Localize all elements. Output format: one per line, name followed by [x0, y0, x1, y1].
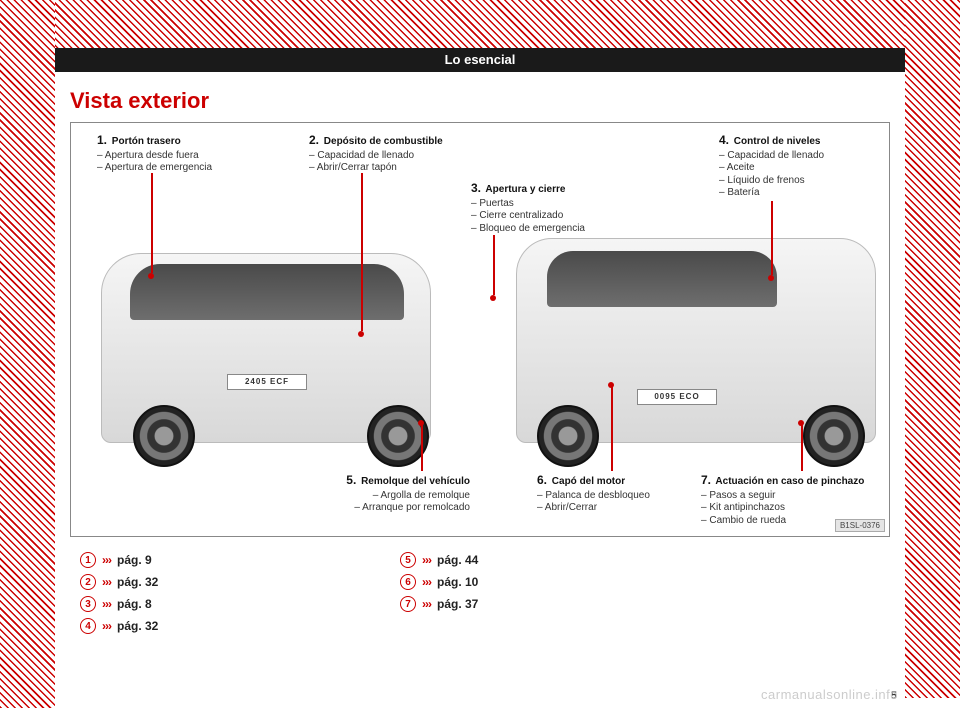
figure-exterior-view: 2405 ECF 0095 ECO 1. Portón traseroApert… — [70, 122, 890, 537]
chevron-icon: ››› — [102, 597, 111, 611]
hatch-left — [0, 0, 55, 708]
ref-text: pág. 8 — [117, 597, 152, 611]
page-ref-row: 7 ››› pág. 37 — [400, 596, 478, 612]
leader-line — [611, 385, 613, 471]
ref-text: pág. 44 — [437, 553, 478, 567]
wheel-icon — [803, 405, 865, 467]
leader-line — [421, 423, 423, 471]
leader-line — [493, 235, 495, 295]
ref-number: 5 — [400, 552, 416, 568]
windshield — [547, 251, 777, 307]
leader-line — [361, 173, 363, 331]
hatch-right — [905, 0, 960, 698]
rear-window — [130, 264, 404, 320]
page-refs-col2: 5 ››› pág. 44 6 ››› pág. 10 7 ››› pág. 37 — [400, 552, 478, 618]
ref-number: 7 — [400, 596, 416, 612]
chevron-icon: ››› — [422, 575, 431, 589]
leader-line — [151, 173, 153, 273]
rear-plate: 2405 ECF — [227, 374, 307, 390]
chevron-icon: ››› — [422, 553, 431, 567]
leader-line — [801, 423, 803, 471]
page-refs-col1: 1 ››› pág. 9 2 ››› pág. 32 3 ››› pág. 8 4 ››› pág. … — [80, 552, 158, 640]
ref-number: 1 — [80, 552, 96, 568]
leader-dot — [608, 382, 614, 388]
section-title: Vista exterior — [70, 88, 209, 114]
callout-3: 3. Apertura y cierrePuertasCierre centra… — [471, 181, 585, 235]
chevron-icon: ››› — [102, 553, 111, 567]
ref-text: pág. 32 — [117, 575, 158, 589]
hatch-top — [0, 0, 960, 48]
callout-4: 4. Control de nivelesCapacidad de llenad… — [719, 133, 824, 200]
page-ref-row: 4 ››› pág. 32 — [80, 618, 158, 634]
ref-text: pág. 37 — [437, 597, 478, 611]
page-ref-row: 6 ››› pág. 10 — [400, 574, 478, 590]
chevron-icon: ››› — [422, 597, 431, 611]
leader-dot — [798, 420, 804, 426]
ref-text: pág. 32 — [117, 619, 158, 633]
chevron-icon: ››› — [102, 619, 111, 633]
chapter-header: Lo esencial — [55, 48, 905, 72]
front-plate: 0095 ECO — [637, 389, 717, 405]
ref-text: pág. 9 — [117, 553, 152, 567]
ref-number: 4 — [80, 618, 96, 634]
watermark: carmanualsonline.info — [761, 687, 898, 702]
page-ref-row: 2 ››› pág. 32 — [80, 574, 158, 590]
page-ref-row: 3 ››› pág. 8 — [80, 596, 158, 612]
leader-dot — [490, 295, 496, 301]
callout-2: 2. Depósito de combustibleCapacidad de l… — [309, 133, 443, 175]
wheel-icon — [367, 405, 429, 467]
chevron-icon: ››› — [102, 575, 111, 589]
ref-number: 3 — [80, 596, 96, 612]
ref-number: 2 — [80, 574, 96, 590]
leader-dot — [358, 331, 364, 337]
callout-1: 1. Portón traseroApertura desde fueraApe… — [97, 133, 212, 175]
callout-6: 6. Capó del motorPalanca de desbloqueoAb… — [537, 473, 650, 515]
leader-line — [771, 201, 773, 275]
leader-dot — [148, 273, 154, 279]
wheel-icon — [133, 405, 195, 467]
page-ref-row: 1 ››› pág. 9 — [80, 552, 158, 568]
figure-code: B1SL-0376 — [835, 519, 885, 532]
wheel-icon — [537, 405, 599, 467]
ref-text: pág. 10 — [437, 575, 478, 589]
leader-dot — [768, 275, 774, 281]
leader-dot — [418, 420, 424, 426]
ref-number: 6 — [400, 574, 416, 590]
page-ref-row: 5 ››› pág. 44 — [400, 552, 478, 568]
callout-5: 5. Remolque del vehículoArgolla de remol… — [325, 473, 470, 515]
